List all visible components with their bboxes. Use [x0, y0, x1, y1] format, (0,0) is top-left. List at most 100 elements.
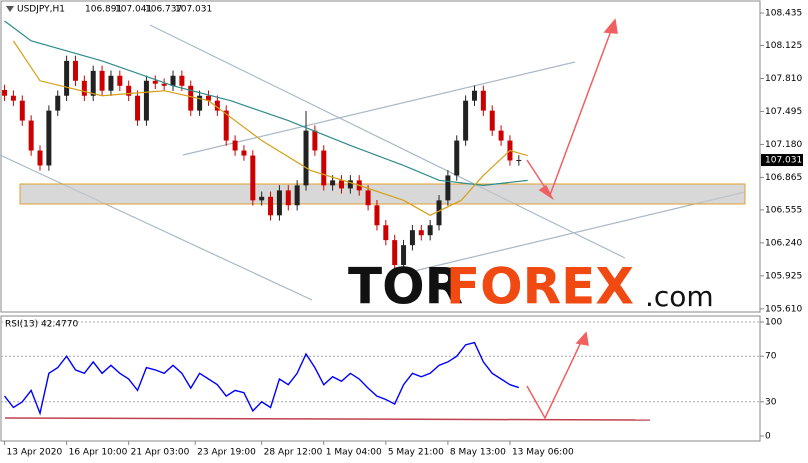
candle-body [276, 190, 282, 216]
candle-body [463, 100, 469, 141]
candle-body [19, 100, 25, 121]
x-tick-label: 21 Apr 03:00 [131, 448, 190, 458]
candle-body [81, 80, 87, 96]
ohlc-value: 106.891 [85, 5, 122, 15]
candle-body [197, 95, 203, 111]
candle-body [188, 85, 194, 111]
candle-body [338, 180, 344, 189]
y-tick-label: 107.495 [765, 107, 802, 117]
candle-body [55, 95, 61, 111]
last-price-tag [761, 154, 803, 167]
arrow-head [538, 184, 554, 201]
candle-body [161, 83, 167, 86]
candle-body [28, 120, 34, 151]
candle-body [250, 155, 256, 201]
candle-body [99, 70, 105, 91]
rsi-title: RSI(13) 42.4770 [5, 320, 78, 330]
candle-body [268, 196, 274, 216]
candle-body [90, 70, 96, 96]
trend-line [0, 154, 313, 301]
y-tick-label: 106.240 [765, 238, 802, 248]
collapse-icon[interactable] [6, 6, 14, 12]
candle-body [409, 230, 415, 246]
ohlc-value: 107.041 [115, 5, 152, 15]
candle-body [10, 95, 16, 101]
candle-body [312, 130, 318, 151]
moving-average [12, 40, 528, 216]
rsi-line [3, 341, 520, 416]
main-plot [2, 20, 528, 271]
candle-body [285, 190, 291, 206]
x-tick-label: 16 Apr 10:00 [69, 448, 128, 458]
ohlc-value: 107.031 [175, 5, 212, 15]
candle-body [214, 100, 220, 111]
main-frame [0, 0, 761, 313]
candle-body [232, 140, 238, 151]
candle-body [259, 196, 265, 201]
candle-body [170, 75, 176, 86]
candle-body [126, 85, 132, 96]
candle-body [294, 185, 300, 206]
last-price-label: 107.031 [765, 156, 802, 166]
candle-body [374, 205, 380, 226]
candle-body [143, 80, 149, 121]
candle-body [489, 110, 495, 131]
candle-body [445, 175, 451, 201]
candle-body [427, 225, 433, 236]
x-tick-label: 13 Apr 2020 [7, 448, 63, 458]
y-tick-label: 105.925 [765, 271, 802, 281]
candle-body [418, 230, 424, 236]
candle-body [401, 245, 407, 266]
candle-body [392, 240, 398, 266]
x-tick-label: 1 May 04:00 [326, 448, 382, 458]
rsi-frame [0, 315, 761, 442]
arrow [526, 27, 613, 197]
arrow-head [575, 331, 589, 346]
candle-body [179, 75, 185, 86]
y-tick-label: 108.435 [765, 9, 802, 19]
y-tick-label: 0 [765, 431, 771, 441]
candle-body [303, 130, 309, 186]
x-tick-label: 23 Apr 19:00 [197, 448, 256, 458]
x-tick-label: 13 May 06:00 [512, 448, 574, 458]
watermark-text: .com [645, 280, 714, 313]
chart-title: USDJPY,H1 [17, 5, 65, 15]
candle-body [46, 110, 52, 166]
y-tick-label: 106.865 [765, 173, 802, 183]
candle-body [135, 95, 141, 121]
watermark-text: TOR [348, 258, 463, 316]
candle-body [365, 190, 371, 206]
y-tick-label: 100 [765, 318, 782, 328]
x-tick-label: 8 May 13:00 [450, 448, 506, 458]
ohlc-value: 106.737 [145, 5, 182, 15]
candle-body [223, 110, 229, 141]
arrow [526, 339, 583, 420]
watermark: TOR FOREX .com [348, 258, 714, 316]
x-tick-label: 28 Apr 12:00 [264, 448, 323, 458]
candle-body [37, 150, 43, 166]
candle-body [2, 89, 8, 96]
candle-body [436, 200, 442, 226]
candle-body [454, 140, 460, 176]
candle-body [152, 80, 158, 84]
candle-body [321, 150, 327, 186]
candle-body [108, 75, 114, 91]
rsi-plot [1, 321, 760, 416]
forecast-arrows [4, 18, 651, 421]
y-tick-label: 107.810 [765, 74, 802, 84]
y-tick-label: 30 [765, 397, 777, 407]
candle-body [383, 225, 389, 241]
y-tick-label: 107.180 [765, 140, 802, 150]
y-tick-label: 108.125 [765, 41, 802, 51]
x-tick-label: 5 May 21:00 [388, 448, 444, 458]
y-tick-label: 106.555 [765, 205, 802, 215]
support-line [4, 417, 651, 421]
candle-body [330, 180, 336, 186]
candle-body [347, 180, 353, 189]
watermark-text: FOREX [446, 258, 634, 316]
candle-body [516, 160, 522, 162]
annotations [0, 24, 746, 301]
candle-body [241, 150, 247, 156]
support-zone [19, 183, 746, 205]
